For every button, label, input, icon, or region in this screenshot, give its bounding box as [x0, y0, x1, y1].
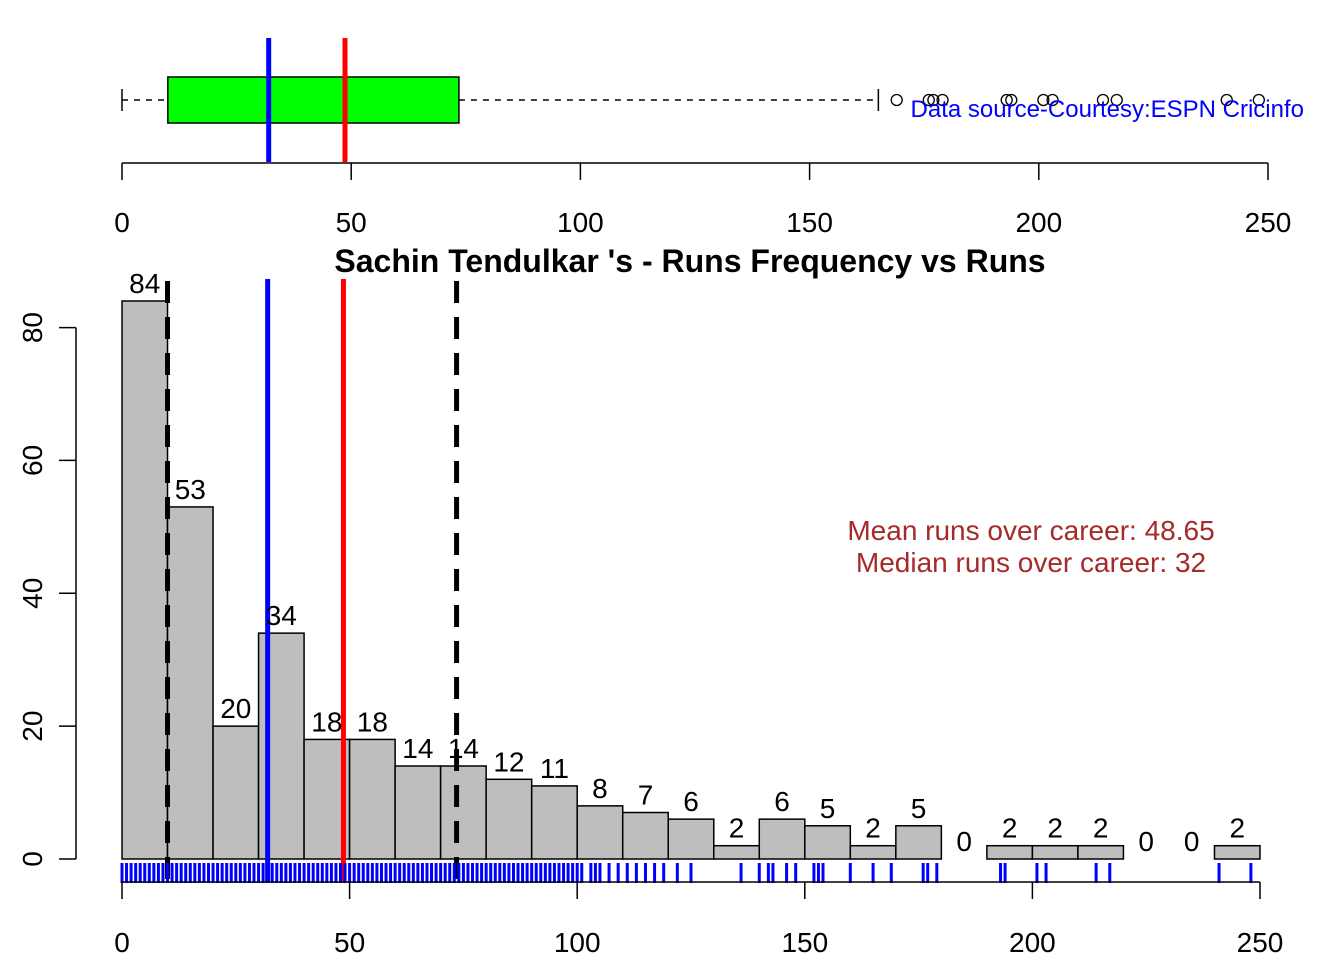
- bar-count-label: 0: [1184, 826, 1200, 857]
- bar-count-label: 84: [129, 268, 160, 299]
- bar-count-label: 2: [1093, 813, 1109, 844]
- outlier-point: [922, 93, 935, 107]
- histogram-bar: [849, 844, 897, 860]
- x-tick-label: 100: [557, 207, 604, 238]
- x-tick-label: 250: [1237, 927, 1284, 958]
- boxplot-geometry: [121, 38, 1265, 162]
- median-annotation: Median runs over career: 32: [856, 547, 1206, 578]
- bar-count-label: 11: [540, 753, 569, 784]
- bar-count-label: 18: [311, 706, 342, 737]
- outlier-point: [1220, 93, 1233, 107]
- x-tick-label: 250: [1245, 207, 1292, 238]
- histogram-bar: [1077, 844, 1125, 860]
- bar-count-label: 6: [683, 786, 699, 817]
- histogram-bar: [394, 765, 442, 860]
- histogram-bar: [1213, 844, 1261, 860]
- outlier-point: [1037, 93, 1050, 107]
- bar-count-label: 14: [448, 733, 479, 764]
- bar-count-label: 7: [638, 780, 654, 811]
- bar-count-label: 0: [956, 826, 972, 857]
- outlier-point: [1005, 93, 1018, 107]
- histogram-panel: Sachin Tendulkar 's - Runs Frequency vs …: [17, 243, 1283, 958]
- chart-title: Sachin Tendulkar 's - Runs Frequency vs …: [334, 243, 1045, 279]
- bar-count-label: 5: [820, 793, 836, 824]
- histogram-bar: [530, 785, 578, 860]
- histogram-bar: [804, 825, 852, 860]
- outlier-point: [1046, 93, 1059, 107]
- y-tick-label: 60: [17, 445, 48, 476]
- histogram-bar: [1031, 844, 1079, 860]
- histogram-bar: [621, 811, 669, 860]
- histogram-bar: [713, 844, 761, 860]
- x-tick-label: 0: [114, 927, 130, 958]
- histogram-bars: [121, 300, 1261, 860]
- rug-marks: [120, 863, 1253, 883]
- bar-count-label: 2: [729, 813, 745, 844]
- histogram-bar: [895, 825, 943, 860]
- bar-count-label: 2: [1002, 813, 1018, 844]
- x-tick-label: 200: [1015, 207, 1062, 238]
- histogram-x-axis: 0 50 100 150 200 250: [114, 881, 1284, 958]
- histogram-bar: [986, 844, 1034, 860]
- bar-count-label: 2: [1047, 813, 1063, 844]
- outlier-point: [890, 93, 903, 107]
- outlier-point: [1096, 93, 1110, 107]
- x-tick-label: 200: [1009, 927, 1056, 958]
- outlier-point: [1000, 93, 1013, 107]
- histogram-bar: [667, 818, 715, 860]
- x-tick-label: 150: [786, 207, 833, 238]
- histogram-bar: [758, 818, 806, 860]
- bar-count-label: 0: [1138, 826, 1154, 857]
- histogram-y-axis: 0 20 40 60 80: [17, 312, 77, 867]
- y-tick-label: 0: [17, 851, 48, 867]
- data-source-label: Data source-Courtesy:ESPN Cricinfo: [911, 96, 1304, 123]
- histogram-bar: [166, 506, 214, 860]
- outlier-point: [936, 93, 949, 107]
- histogram-bar: [348, 738, 396, 860]
- outlier-point: [927, 93, 940, 107]
- histogram-bar: [121, 300, 169, 860]
- bar-count-label: 6: [774, 786, 790, 817]
- bar-count-label: 12: [493, 746, 524, 777]
- y-tick-label: 40: [17, 578, 48, 609]
- bar-count-label: 20: [220, 693, 251, 724]
- y-tick-label: 80: [17, 312, 48, 343]
- x-tick-label: 150: [781, 927, 828, 958]
- x-tick-label: 50: [336, 207, 367, 238]
- histogram-bar: [576, 805, 624, 860]
- interquartile-box: [167, 76, 460, 124]
- bar-count-label: 8: [592, 773, 608, 804]
- histogram-bar: [485, 778, 533, 860]
- histogram-bar: [212, 725, 260, 860]
- boxplot-x-axis: 0 50 100 150 200 250: [114, 162, 1292, 238]
- bar-count-label: 53: [175, 474, 206, 505]
- outlier-point: [1110, 93, 1123, 107]
- outlier-point: [1252, 93, 1265, 107]
- bar-count-label: 2: [865, 813, 881, 844]
- bar-count-label: 14: [402, 733, 433, 764]
- histogram-bar: [439, 765, 487, 860]
- mean-annotation: Mean runs over career: 48.65: [847, 515, 1214, 546]
- x-tick-label: 50: [334, 927, 365, 958]
- y-tick-label: 20: [17, 711, 48, 742]
- bar-count-label: 5: [911, 793, 927, 824]
- x-tick-label: 0: [114, 207, 130, 238]
- bar-count-label: 34: [266, 600, 297, 631]
- bar-count-label: 2: [1229, 813, 1245, 844]
- bar-count-label: 18: [357, 706, 388, 737]
- reference-lines: [165, 279, 460, 882]
- boxplot-panel: 0 50 100 150 200 250 Data source-Courtesy:ESP…: [114, 38, 1304, 238]
- x-tick-label: 100: [554, 927, 601, 958]
